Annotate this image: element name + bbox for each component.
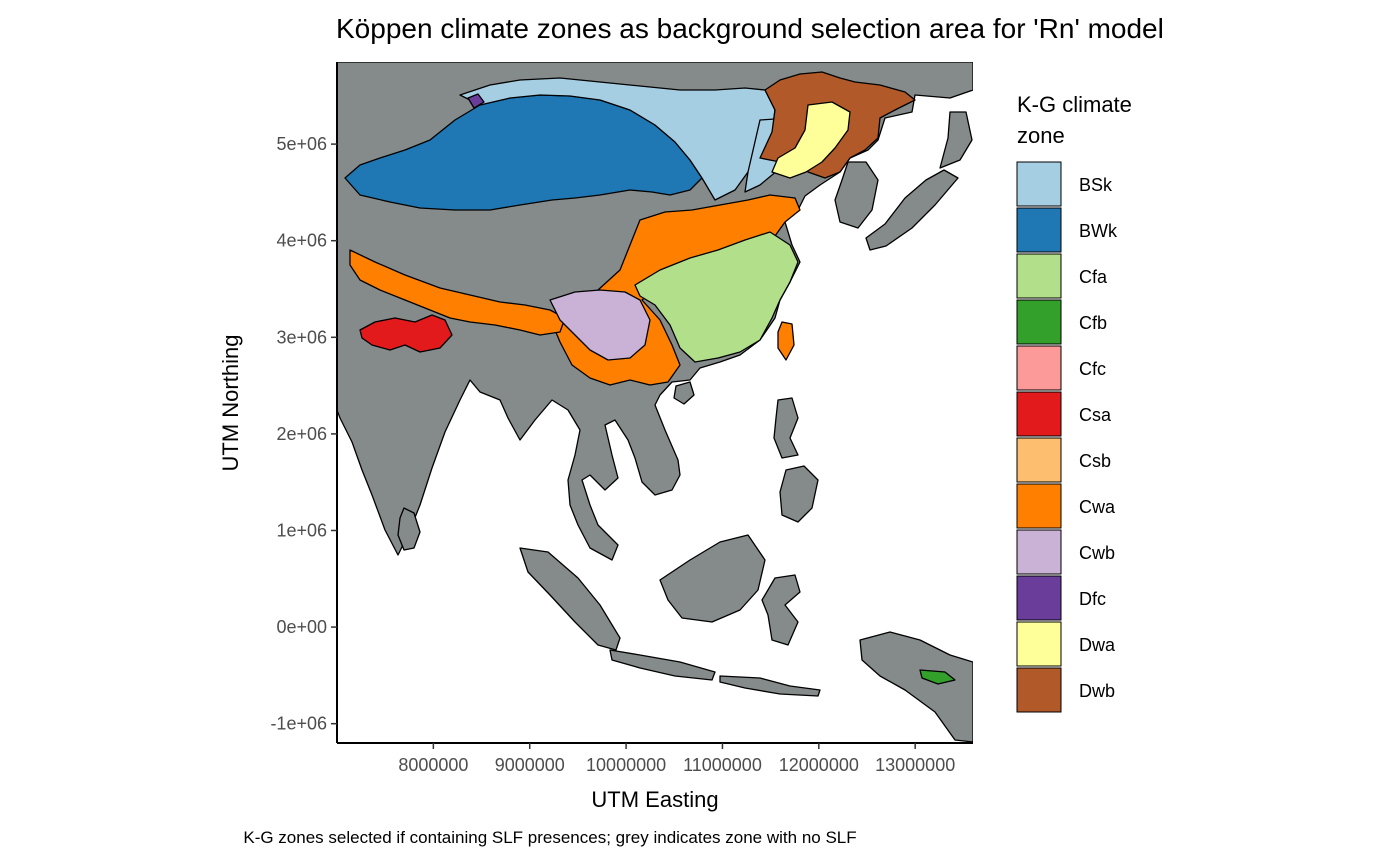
legend: K-G climate zone BSk BWk Cfa Cfb Cfc Csa Csb Cw… (1016, 92, 1132, 713)
x-tick-label: 12000000 (779, 755, 859, 775)
island-hainan (673, 381, 695, 405)
legend-swatch-cfb (1016, 299, 1062, 345)
island-sulawesi (761, 574, 801, 646)
island-japan-main (865, 169, 959, 251)
island-new-guinea (859, 631, 973, 743)
y-tick-label: 0e+00 (276, 617, 327, 637)
y-tick-label: 2e+06 (276, 424, 327, 444)
map-panel (337, 62, 973, 743)
island-lesser-sunda (719, 675, 821, 697)
island-borneo (659, 534, 766, 623)
zone-dfc (467, 93, 485, 109)
legend-label-csb: Csb (1079, 451, 1111, 471)
legend-swatch-csa (1016, 391, 1062, 437)
y-tick-label: 5e+06 (276, 134, 327, 154)
legend-swatch-cfc (1016, 345, 1062, 391)
legend-swatch-csb (1016, 437, 1062, 483)
island-sumatra (519, 547, 621, 651)
y-tick-label: 1e+06 (276, 520, 327, 540)
y-axis-ticks: 5e+06 4e+06 3e+06 2e+06 1e+06 0e+00 -1e+06 (270, 134, 337, 734)
landmass-korea (834, 161, 879, 229)
legend-swatch-cwa (1016, 483, 1062, 529)
legend-swatch-bwk (1016, 207, 1062, 253)
legend-label-dwa: Dwa (1079, 635, 1116, 655)
y-axis-title: UTM Northing (218, 335, 243, 472)
legend-label-cwa: Cwa (1079, 497, 1116, 517)
legend-label-bsk: BSk (1079, 175, 1113, 195)
legend-label-cfb: Cfb (1079, 313, 1107, 333)
legend-label-bwk: BWk (1079, 221, 1118, 241)
legend-title-line1: K-G climate (1017, 92, 1132, 117)
x-axis-ticks: 8000000 9000000 10000000 11000000 12000000 13… (398, 743, 955, 775)
legend-label-cfc: Cfc (1079, 359, 1106, 379)
legend-swatch-cwb (1016, 529, 1062, 575)
map-title: Köppen climate zones as background selec… (336, 13, 1164, 44)
zone-cfb (919, 669, 956, 685)
island-philippines-mindanao (779, 465, 819, 523)
legend-swatch-dfc (1016, 575, 1062, 621)
legend-label-csa: Csa (1079, 405, 1112, 425)
zone-dwa (771, 101, 851, 179)
zone-cfa (634, 231, 799, 363)
zone-taiwan-cwa (777, 321, 795, 361)
legend-label-cwb: Cwb (1079, 543, 1115, 563)
island-japan-north (939, 111, 973, 169)
legend-swatch-cfa (1016, 253, 1062, 299)
legend-label-dfc: Dfc (1079, 589, 1106, 609)
legend-title-line2: zone (1017, 123, 1065, 148)
legend-label-dwb: Dwb (1079, 681, 1115, 701)
y-tick-label: 3e+06 (276, 327, 327, 347)
zone-cwb (549, 289, 651, 361)
island-java (609, 649, 716, 681)
legend-swatch-bsk (1016, 161, 1062, 207)
island-philippines-luzon (773, 397, 799, 459)
map-caption: K-G zones selected if containing SLF pre… (243, 828, 856, 847)
zone-cwa-india (349, 249, 566, 336)
x-tick-label: 9000000 (495, 755, 565, 775)
y-tick-label: -1e+06 (270, 714, 327, 734)
legend-label-cfa: Cfa (1079, 267, 1108, 287)
island-sri-lanka (397, 507, 421, 551)
zone-csa (359, 314, 453, 353)
x-tick-label: 11000000 (683, 755, 762, 775)
x-axis-title: UTM Easting (591, 787, 718, 812)
legend-swatch-dwb (1016, 667, 1062, 713)
legend-swatch-dwa (1016, 621, 1062, 667)
y-tick-label: 4e+06 (276, 231, 327, 251)
x-tick-label: 8000000 (398, 755, 468, 775)
x-tick-label: 10000000 (586, 755, 666, 775)
x-tick-label: 13000000 (875, 755, 955, 775)
